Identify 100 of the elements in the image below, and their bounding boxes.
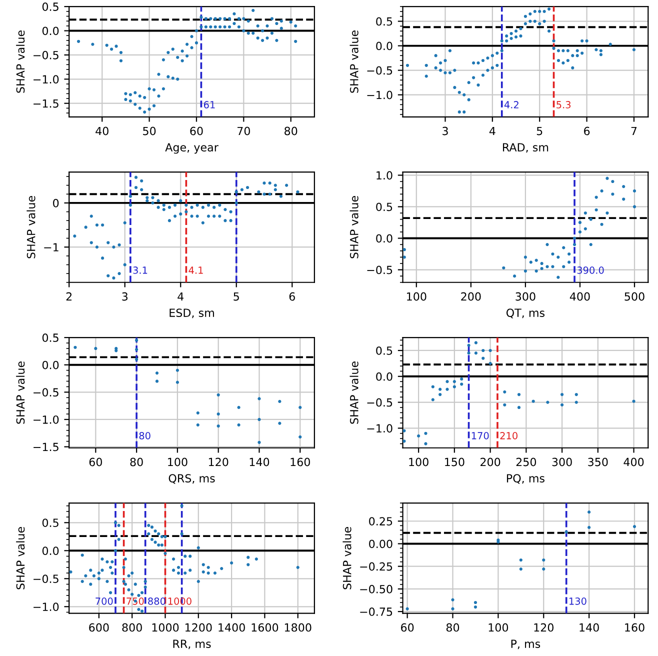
x-tick-label: 4 — [489, 126, 496, 136]
point — [632, 400, 636, 403]
y-axis-title: SHAP value — [16, 526, 25, 590]
point — [446, 380, 449, 384]
x-tick-label: 120 — [208, 458, 228, 466]
y-tick-label: −0.5 — [34, 50, 58, 60]
x-tick-label: 400 — [570, 292, 590, 301]
point — [474, 600, 478, 604]
point — [556, 256, 560, 259]
point — [402, 429, 406, 432]
x-tick-label: 1600 — [252, 623, 278, 632]
point — [534, 269, 538, 273]
point — [74, 346, 77, 349]
point — [512, 274, 516, 278]
point — [451, 598, 454, 602]
x-tick-label: 100 — [409, 458, 428, 466]
y-tick-label: 0.00 — [369, 540, 392, 548]
point — [424, 442, 428, 446]
x-tick-label: 4 — [178, 292, 184, 301]
y-axis-title: SHAP value — [350, 196, 358, 258]
y-tick-label: −1 — [44, 243, 58, 252]
point — [460, 377, 464, 381]
y-tick-label: −1.0 — [34, 415, 59, 424]
point — [611, 192, 614, 196]
point — [237, 423, 240, 426]
x-tick-label: 80 — [446, 623, 460, 632]
y-tick-label: 1.0 — [376, 171, 392, 180]
point — [517, 392, 521, 396]
point — [488, 348, 492, 352]
y-tick-label: −0.5 — [367, 398, 392, 407]
x-tick-label: 1400 — [218, 623, 245, 632]
y-tick-label: 0.5 — [376, 17, 392, 26]
point — [431, 385, 434, 388]
y-tick-label: −0.5 — [367, 266, 392, 274]
point — [594, 208, 598, 212]
x-tick-label: 6 — [289, 292, 295, 301]
x-axis-title: ESD, sm — [170, 308, 214, 318]
x-tick-label: 6 — [584, 126, 590, 136]
y-tick-label: 0.25 — [369, 517, 392, 526]
x-tick-label: 60 — [401, 623, 414, 632]
point — [546, 265, 549, 268]
x-tick-label: 100 — [488, 623, 508, 632]
point — [562, 265, 566, 268]
y-tick-label: 0.5 — [376, 346, 392, 355]
point — [216, 412, 220, 416]
point — [196, 423, 200, 426]
y-tick-label: −0.5 — [34, 388, 58, 397]
ref-line-label: 130 — [569, 598, 586, 605]
y-tick-label: 0.5 — [42, 2, 58, 11]
y-axis-title: SHAP value — [16, 362, 25, 424]
point — [572, 236, 576, 240]
x-tick-label: 100 — [407, 292, 426, 301]
ref-line-label: 3.1 — [133, 266, 148, 274]
ref-line-label: 61 — [204, 101, 215, 108]
ref-line-label: 170 — [472, 432, 489, 440]
point — [94, 346, 98, 350]
point — [589, 218, 592, 221]
x-tick-label: 70 — [238, 126, 250, 136]
point — [258, 397, 261, 400]
point — [460, 382, 464, 386]
point — [546, 400, 550, 404]
x-tick-label: 200 — [461, 292, 481, 301]
x-tick-label: 1200 — [185, 623, 212, 632]
x-tick-label: 5 — [234, 292, 239, 301]
point — [467, 344, 470, 347]
y-tick-label: 0.0 — [376, 234, 392, 243]
point — [452, 385, 456, 388]
point — [446, 388, 449, 391]
point — [424, 432, 428, 435]
point — [482, 356, 485, 360]
point — [519, 558, 522, 562]
x-tick-label: 500 — [624, 292, 644, 301]
x-tick-label: 300 — [516, 292, 536, 301]
point — [546, 243, 549, 246]
x-axis-title: RR, ms — [173, 640, 211, 650]
point — [517, 406, 521, 410]
point — [589, 243, 592, 246]
x-axis-title: PQ, ms — [506, 474, 544, 484]
point — [176, 368, 180, 372]
point — [632, 189, 636, 193]
y-tick-label: 0.0 — [42, 360, 59, 370]
x-tick-label: 160 — [290, 458, 310, 466]
ref-line-label: 5.3 — [556, 101, 571, 108]
x-tick-label: 3 — [442, 126, 448, 136]
y-tick-label: −1.5 — [34, 99, 58, 108]
point — [560, 392, 564, 396]
x-tick-label: 100 — [168, 458, 188, 466]
point — [540, 266, 544, 270]
point — [474, 352, 478, 355]
point — [534, 258, 538, 262]
x-tick-label: 1000 — [152, 623, 179, 632]
point — [196, 411, 200, 414]
point — [452, 380, 456, 384]
x-tick-label: 120 — [534, 623, 554, 632]
x-axis-title: QRS, ms — [168, 474, 215, 484]
y-tick-label: −1.0 — [367, 424, 392, 433]
point — [622, 198, 626, 201]
point — [556, 276, 560, 279]
y-axis-title: SHAP value — [350, 30, 358, 93]
point — [278, 400, 282, 403]
